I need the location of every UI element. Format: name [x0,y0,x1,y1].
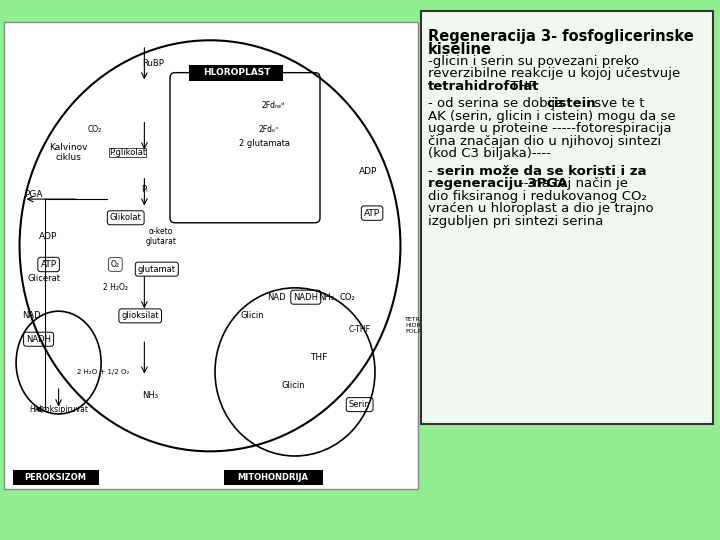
Text: 2Fdₒˣ: 2Fdₒˣ [258,125,279,133]
Text: NAD: NAD [22,312,41,320]
Text: 2Fdₙₑᵈ: 2Fdₙₑᵈ [261,101,284,110]
Text: NADH: NADH [26,335,51,344]
Text: RuBP: RuBP [142,59,163,68]
Text: 2 H₂O + 1/2 O₂: 2 H₂O + 1/2 O₂ [77,369,129,375]
Text: P.glikolat: P.glikolat [109,148,146,157]
Text: PEROKSIZOM: PEROKSIZOM [24,473,86,482]
Text: Glicerat: Glicerat [27,274,60,283]
Text: Glicin: Glicin [240,312,264,320]
Text: regeneraciju 3PGA: regeneraciju 3PGA [428,177,567,190]
FancyBboxPatch shape [224,470,323,485]
Text: dio fiksiranog i redukovanog CO₂: dio fiksiranog i redukovanog CO₂ [428,190,647,203]
Text: Hidroksipiruvat: Hidroksipiruvat [29,405,88,414]
Text: CO₂: CO₂ [88,125,102,133]
Text: THF: THF [310,353,327,362]
FancyBboxPatch shape [189,65,284,81]
Text: -glicin i serin su povezani preko: -glicin i serin su povezani preko [428,55,639,68]
Text: ADP: ADP [359,166,377,176]
Text: NH₃: NH₃ [318,293,335,302]
Text: MITOHONDRIJA: MITOHONDRIJA [237,473,308,482]
Text: HLOROPLAST: HLOROPLAST [203,69,270,77]
Text: glutamat: glutamat [138,265,176,274]
Text: ATP: ATP [364,208,380,218]
Text: glioksilat: glioksilat [122,312,159,320]
Text: CO₂: CO₂ [339,293,355,302]
Text: NAD: NAD [268,293,286,302]
Text: serin može da se koristi i za: serin može da se koristi i za [437,165,647,178]
Text: ADP: ADP [40,232,58,241]
Text: O₂: O₂ [111,260,120,269]
Text: i sve te t: i sve te t [582,97,644,110]
Text: izgubljen pri sintezi serina: izgubljen pri sintezi serina [428,215,603,228]
Text: NH₃: NH₃ [143,391,158,400]
Text: (kod C3 biljaka)----: (kod C3 biljaka)---- [428,147,551,160]
Text: ---na taj način je: ---na taj način je [519,177,628,190]
Text: 2 glutamata: 2 glutamata [239,139,290,147]
Text: - od serina se dobija: - od serina se dobija [428,97,567,110]
Text: Glikolat: Glikolat [110,213,142,222]
Text: ugarde u proteine -----fotorespiracija: ugarde u proteine -----fotorespiracija [428,122,672,136]
Text: kiseline: kiseline [428,42,492,57]
Text: Serin: Serin [348,400,371,409]
Text: Kalvinov
ciklus: Kalvinov ciklus [50,143,88,162]
Text: NADH: NADH [293,293,318,302]
Text: PGA: PGA [24,190,43,199]
FancyBboxPatch shape [421,11,713,424]
Text: ATP: ATP [40,260,57,269]
Text: čina značajan dio u njihovoj sintezi: čina značajan dio u njihovoj sintezi [428,135,662,148]
Text: Regeneracija 3- fosfoglicerinske: Regeneracija 3- fosfoglicerinske [428,29,694,44]
Text: α-keto
glutarat: α-keto glutarat [145,227,176,246]
Text: TETRA
HIDRO
FOLAT: TETRA HIDRO FOLAT [405,317,426,334]
Text: vraćen u hloroplast a dio je trajno: vraćen u hloroplast a dio je trajno [428,202,654,215]
Text: Glicin: Glicin [282,381,305,390]
Text: 2 H₂O₂: 2 H₂O₂ [103,284,128,292]
Text: Pᵢ: Pᵢ [141,185,148,194]
FancyBboxPatch shape [13,470,99,485]
FancyBboxPatch shape [4,22,418,489]
Text: AK (serin, glicin i cistein) mogu da se: AK (serin, glicin i cistein) mogu da se [428,110,676,123]
Text: tetrahidrofolat: tetrahidrofolat [428,80,540,93]
Text: THF: THF [506,80,536,93]
Text: C-THF: C-THF [348,326,371,334]
Text: reverzibilne reakcije u kojoj učestvuje: reverzibilne reakcije u kojoj učestvuje [428,68,680,80]
Text: Glutamin: Glutamin [241,73,279,82]
Text: -: - [428,165,437,178]
Text: cistein: cistein [546,97,596,110]
